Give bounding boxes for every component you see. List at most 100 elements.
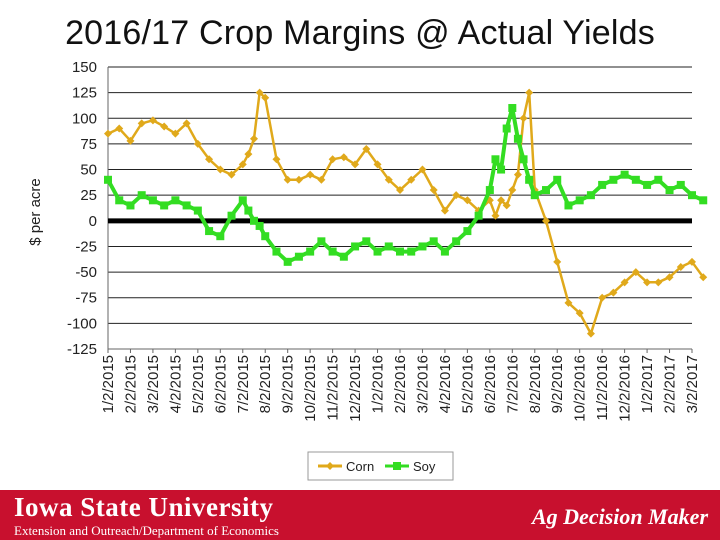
corn-data-point [598, 293, 607, 302]
x-tick-label: 1/2/2015 [100, 355, 117, 413]
soy-data-point [643, 180, 652, 189]
corn-data-point [227, 170, 236, 179]
corn-data-point [384, 175, 393, 184]
x-tick-label: 11/2/2015 [325, 355, 342, 421]
x-tick-label: 12/2/2016 [617, 355, 634, 422]
corn-data-point [255, 88, 264, 97]
x-tick-label: 11/2/2016 [594, 355, 611, 421]
corn-data-point [328, 155, 337, 164]
soy-data-point [598, 180, 607, 189]
corn-data-point [171, 129, 180, 138]
corn-data-point [676, 262, 685, 271]
soy-data-point [339, 252, 348, 261]
soy-data-point [193, 206, 202, 215]
corn-data-point [525, 88, 534, 97]
soy-data-point [519, 155, 528, 164]
corn-data-point [294, 175, 303, 184]
y-tick-label: -75 [75, 290, 97, 307]
x-tick-label: 6/2/2016 [482, 355, 499, 413]
x-tick-label: 1/2/2016 [370, 355, 387, 413]
soy-data-point [384, 242, 393, 251]
corn-data-point [306, 170, 315, 179]
corn-data-point [244, 150, 253, 159]
corn-legend-marker [326, 462, 334, 470]
y-tick-labels: 150 125 100 75 50 25 0 -25 -50 -75 -100 -125 [67, 59, 97, 358]
corn-data-point [513, 170, 522, 179]
corn-data-point [148, 116, 157, 125]
soy-data-point [373, 247, 382, 256]
x-tick-label: 5/2/2015 [190, 355, 207, 413]
x-tick-label: 9/2/2015 [280, 355, 297, 413]
x-tick-label: 3/2/2016 [414, 355, 431, 413]
soy-data-point [238, 196, 247, 205]
corn-data-point [542, 216, 550, 225]
soy-data-point [429, 237, 438, 246]
soy-data-point [513, 134, 522, 143]
soy-data-point [440, 247, 449, 256]
y-axis-label: $ per acre [27, 178, 44, 246]
corn-data-point [665, 273, 674, 282]
y-tick-label: -125 [67, 341, 97, 358]
soy-data-point [553, 175, 562, 184]
corn-data-point [160, 122, 169, 131]
x-tick-label: 5/2/2016 [459, 355, 476, 413]
legend-box [307, 451, 454, 481]
corn-data-point [115, 124, 124, 133]
corn-data-point [508, 186, 517, 195]
corn-data-point [339, 153, 348, 162]
soy-data-point [474, 211, 483, 220]
corn-data-point [620, 278, 629, 287]
y-tick-label: 50 [80, 162, 97, 179]
soy-data-point [654, 175, 663, 184]
soy-data-point [396, 247, 404, 256]
soy-data-point [418, 242, 427, 251]
series-layer [104, 88, 708, 338]
corn-data-point [351, 160, 360, 169]
soy-data-point [227, 211, 236, 220]
soy-data-point [586, 191, 595, 200]
corn-data-point [407, 175, 416, 184]
x-tick-label: 7/2/2016 [504, 355, 521, 413]
soy-legend-marker [393, 462, 401, 470]
soy-data-point [609, 175, 618, 184]
soy-data-point [502, 124, 511, 133]
y-tick-label: -25 [75, 238, 97, 255]
corn-data-point [182, 119, 191, 128]
x-tick-label: 2/2/2017 [662, 355, 679, 413]
soy-data-point [137, 191, 146, 200]
corn-data-point [502, 201, 511, 210]
soy-data-point [508, 104, 517, 113]
soy-data-point [182, 201, 191, 210]
soy-data-point [525, 175, 534, 184]
soy-data-point [485, 186, 494, 195]
corn-data-point [261, 93, 270, 102]
department-text: Extension and Outreach/Department of Eco… [14, 523, 279, 538]
x-tick-label: 10/2/2016 [572, 355, 589, 422]
soy-data-point [283, 257, 292, 266]
x-tick-label: 3/2/2015 [145, 355, 162, 413]
corn-data-point [272, 155, 281, 164]
corn-data-point [564, 298, 573, 307]
x-tick-label: 1/2/2017 [639, 355, 656, 413]
corn-legend-label: Corn [346, 459, 374, 474]
corn-data-point [688, 257, 696, 266]
soy-data-point [575, 196, 584, 205]
x-tick-label: 8/2/2015 [257, 355, 274, 413]
soy-data-point [564, 201, 573, 210]
corn-data-point [418, 165, 427, 174]
legend: Corn Soy [307, 451, 454, 481]
soy-data-point [497, 165, 506, 174]
soy-data-point [294, 252, 303, 261]
x-tick-label: 10/2/2015 [302, 355, 319, 422]
x-tick-labels: 1/2/2015 2/2/2015 3/2/2015 4/2/2015 5/2/2015… [100, 349, 701, 422]
slide-title: 2016/17 Crop Margins @ Actual Yields [65, 14, 655, 52]
soy-data-point [407, 247, 416, 256]
soy-data-point [244, 206, 253, 215]
corn-data-point [519, 114, 528, 123]
corn-data-point [452, 191, 461, 200]
corn-data-point [396, 186, 404, 195]
corn-data-point [491, 211, 500, 220]
soy-legend-label: Soy [413, 459, 436, 474]
soy-data-point [115, 196, 124, 205]
corn-data-point [575, 309, 584, 318]
